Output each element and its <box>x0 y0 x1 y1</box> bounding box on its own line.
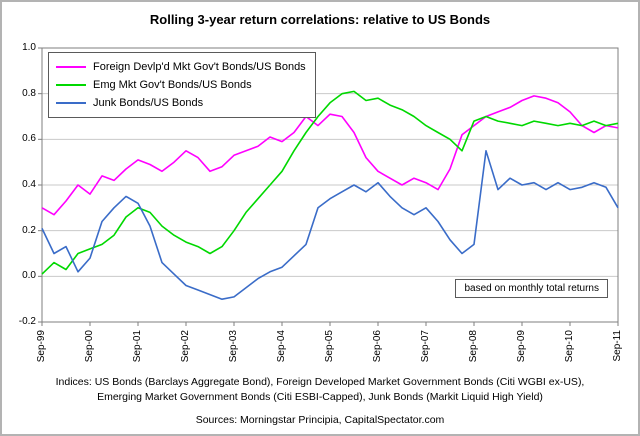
legend-item: Junk Bonds/US Bonds <box>56 94 306 112</box>
y-axis-labels: 1.0 0.8 0.6 0.4 0.2 0.0 -0.2 <box>2 2 38 434</box>
x-tick-label: Sep-06 <box>372 330 383 363</box>
legend-line-sample-junk <box>56 102 86 104</box>
x-tick-label: Sep-08 <box>468 330 479 363</box>
x-tick-label: Sep-09 <box>516 330 527 363</box>
x-tick-label: Sep-11 <box>612 330 623 362</box>
legend-label-junk: Junk Bonds/US Bonds <box>93 97 204 109</box>
indices-note-line-1: Indices: US Bonds (Barclays Aggregate Bo… <box>55 376 585 388</box>
y-tick-label: 0.2 <box>22 224 36 236</box>
x-tick-label: Sep-03 <box>228 330 239 363</box>
legend: Foreign Devlp'd Mkt Gov't Bonds/US Bonds… <box>48 52 316 118</box>
legend-line-sample-foreign <box>56 66 86 68</box>
legend-item: Emg Mkt Gov't Bonds/US Bonds <box>56 76 306 94</box>
y-tick-label: 0.0 <box>22 270 36 282</box>
x-tick-label: Sep-10 <box>564 330 575 363</box>
annotation-box: based on monthly total returns <box>455 279 608 298</box>
legend-item: Foreign Devlp'd Mkt Gov't Bonds/US Bonds <box>56 58 306 76</box>
legend-line-sample-emerging <box>56 84 86 86</box>
y-tick-label: 0.8 <box>22 87 36 99</box>
x-tick-label: Sep-02 <box>180 330 191 363</box>
legend-label-foreign: Foreign Devlp'd Mkt Gov't Bonds/US Bonds <box>93 61 306 73</box>
y-tick-label: 1.0 <box>22 42 36 53</box>
x-tick-label: Sep-05 <box>324 330 335 363</box>
indices-note-line-2: Emerging Market Government Bonds (Citi E… <box>97 391 543 403</box>
y-tick-label: -0.2 <box>18 316 36 327</box>
y-tick-label: 0.6 <box>22 133 36 145</box>
sources-note: Sources: Morningstar Principia, CapitalS… <box>195 414 445 426</box>
legend-label-emerging: Emg Mkt Gov't Bonds/US Bonds <box>93 79 252 91</box>
x-tick-label: Sep-07 <box>420 330 431 363</box>
x-tick-label: Sep-01 <box>132 330 143 363</box>
x-tick-label: Sep-04 <box>276 330 287 363</box>
x-tick-label: Sep-00 <box>84 330 95 363</box>
chart-title: Rolling 3-year return correlations: rela… <box>149 12 491 27</box>
y-tick-label: 0.4 <box>22 179 36 190</box>
x-tick-label: Sep-99 <box>36 330 47 363</box>
